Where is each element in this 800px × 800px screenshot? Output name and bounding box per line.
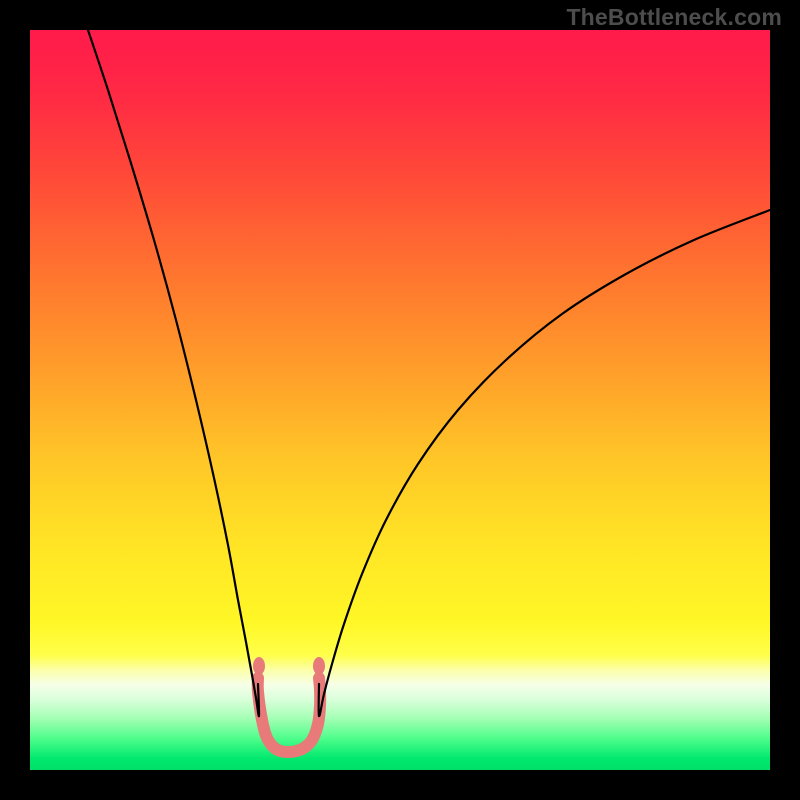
bottom-loop <box>258 678 320 752</box>
loop-bead-left <box>253 657 265 675</box>
plot-area <box>30 30 770 770</box>
left-branch <box>88 30 259 716</box>
loop-bead-right <box>313 657 325 675</box>
right-branch <box>319 210 770 716</box>
curve-layer <box>30 30 770 770</box>
watermark-text: TheBottleneck.com <box>566 4 782 31</box>
